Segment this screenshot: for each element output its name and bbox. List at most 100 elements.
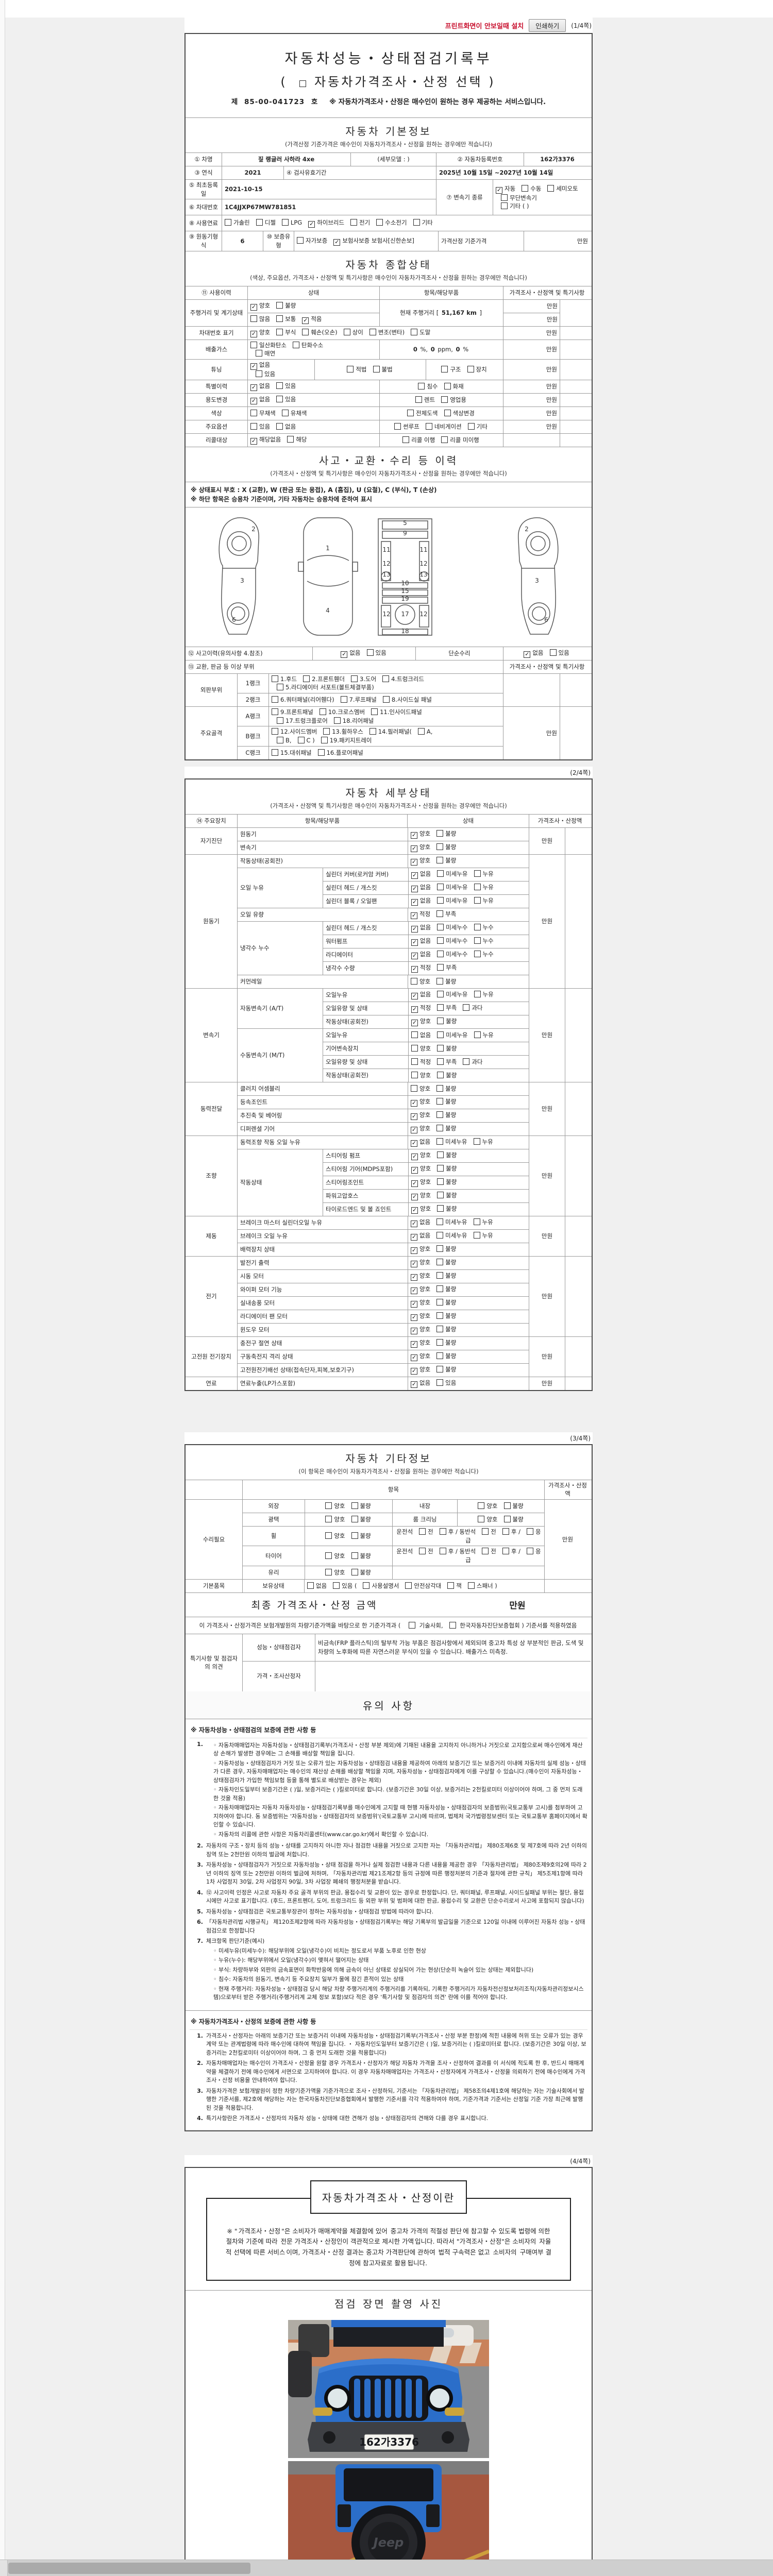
checkbox[interactable] bbox=[325, 1568, 332, 1575]
checkbox-checked[interactable]: ✓ bbox=[411, 1140, 417, 1147]
checkbox[interactable] bbox=[474, 870, 481, 877]
checkbox[interactable] bbox=[436, 830, 444, 837]
checkbox-checked[interactable]: ✓ bbox=[411, 1233, 417, 1241]
horizontal-scrollbar[interactable] bbox=[0, 2560, 773, 2576]
checkbox[interactable] bbox=[325, 1532, 332, 1539]
checkbox[interactable] bbox=[474, 897, 481, 904]
checkbox[interactable] bbox=[441, 366, 448, 373]
checkbox-checked[interactable]: ✓ bbox=[411, 1006, 418, 1013]
checkbox[interactable] bbox=[276, 396, 283, 403]
checkbox[interactable] bbox=[436, 1339, 444, 1346]
checkbox[interactable] bbox=[436, 1272, 444, 1279]
checkbox[interactable] bbox=[474, 1031, 481, 1038]
checkbox[interactable] bbox=[350, 219, 358, 226]
checkbox[interactable] bbox=[437, 1058, 444, 1065]
checkbox[interactable] bbox=[250, 409, 257, 416]
checkbox-checked[interactable]: ✓ bbox=[411, 1341, 417, 1348]
checkbox[interactable] bbox=[319, 708, 326, 716]
checkbox-checked[interactable]: ✓ bbox=[411, 1180, 418, 1188]
checkbox[interactable] bbox=[351, 1516, 358, 1523]
checkbox[interactable] bbox=[473, 1138, 480, 1145]
checkbox[interactable] bbox=[441, 396, 448, 403]
checkbox[interactable] bbox=[441, 436, 448, 443]
checkbox[interactable] bbox=[292, 341, 299, 348]
checkbox-checked[interactable]: ✓ bbox=[411, 1019, 418, 1027]
checkbox[interactable] bbox=[437, 991, 444, 998]
checkbox[interactable] bbox=[437, 1192, 444, 1199]
checkbox-checked[interactable]: ✓ bbox=[411, 1207, 418, 1214]
checkbox[interactable] bbox=[467, 366, 474, 373]
checkbox[interactable] bbox=[436, 1098, 444, 1105]
checkbox[interactable] bbox=[276, 302, 283, 309]
checkbox[interactable] bbox=[474, 951, 481, 958]
checkbox-checked[interactable]: ✓ bbox=[496, 186, 502, 194]
checkbox[interactable] bbox=[340, 696, 347, 703]
checkbox-checked[interactable]: ✓ bbox=[250, 437, 257, 445]
checkbox[interactable] bbox=[373, 366, 380, 373]
checkbox[interactable] bbox=[303, 675, 310, 682]
checkbox[interactable] bbox=[467, 422, 475, 430]
checkbox[interactable] bbox=[297, 737, 305, 744]
checkbox[interactable] bbox=[502, 1548, 509, 1555]
checkbox[interactable] bbox=[526, 1528, 533, 1535]
checkbox[interactable] bbox=[256, 370, 262, 378]
checkbox-checked[interactable]: ✓ bbox=[411, 885, 418, 893]
checkbox[interactable] bbox=[366, 649, 374, 656]
checkbox-checked[interactable]: ✓ bbox=[411, 1327, 417, 1335]
checkbox-checked[interactable]: ✓ bbox=[411, 1153, 418, 1161]
checkbox-checked[interactable]: ✓ bbox=[411, 912, 417, 920]
checkbox[interactable] bbox=[287, 436, 294, 443]
checkbox[interactable] bbox=[437, 951, 444, 958]
checkbox[interactable] bbox=[277, 717, 283, 724]
scrollbar-thumb[interactable] bbox=[8, 2563, 250, 2574]
checkbox[interactable] bbox=[437, 1018, 444, 1025]
checkbox[interactable] bbox=[436, 1352, 444, 1360]
checkbox[interactable] bbox=[333, 717, 341, 724]
checkbox-checked[interactable]: ✓ bbox=[411, 1220, 417, 1228]
checkbox[interactable] bbox=[503, 1516, 511, 1523]
checkbox[interactable] bbox=[437, 1165, 444, 1172]
checkbox[interactable] bbox=[437, 964, 444, 971]
checkbox[interactable] bbox=[439, 1528, 446, 1535]
checkbox[interactable] bbox=[419, 1528, 426, 1535]
checkbox-checked[interactable]: ✓ bbox=[411, 1354, 417, 1362]
checkbox[interactable] bbox=[473, 1218, 480, 1226]
checkbox[interactable] bbox=[256, 350, 262, 357]
checkbox-checked[interactable]: ✓ bbox=[411, 1126, 417, 1134]
checkbox[interactable] bbox=[272, 675, 278, 682]
checkbox[interactable] bbox=[436, 1285, 444, 1293]
checkbox[interactable] bbox=[437, 897, 444, 904]
checkbox-checked[interactable]: ✓ bbox=[250, 330, 257, 338]
checkbox[interactable] bbox=[522, 184, 529, 192]
checkbox[interactable] bbox=[411, 1031, 418, 1038]
checkbox[interactable] bbox=[437, 1151, 444, 1159]
checkbox[interactable] bbox=[369, 728, 376, 735]
checkbox[interactable] bbox=[482, 1548, 489, 1555]
checkbox[interactable] bbox=[281, 409, 289, 416]
checkbox[interactable] bbox=[321, 737, 328, 744]
print-button[interactable]: 인쇄하기 bbox=[529, 19, 566, 32]
checkbox-checked[interactable]: ✓ bbox=[411, 1260, 417, 1268]
checkbox[interactable] bbox=[256, 219, 263, 226]
checkbox[interactable] bbox=[436, 1232, 444, 1239]
checkbox[interactable] bbox=[439, 1548, 446, 1555]
checkbox[interactable] bbox=[437, 884, 444, 891]
checkbox[interactable] bbox=[436, 1299, 444, 1306]
checkbox[interactable] bbox=[272, 696, 278, 703]
checkbox[interactable] bbox=[351, 675, 358, 682]
checkbox[interactable] bbox=[411, 1044, 418, 1052]
checkbox[interactable] bbox=[276, 329, 283, 336]
checkbox[interactable] bbox=[407, 409, 414, 416]
checkbox[interactable] bbox=[436, 910, 444, 918]
checkbox-checked[interactable]: ✓ bbox=[411, 832, 417, 839]
checkbox[interactable] bbox=[402, 436, 410, 443]
checkbox[interactable] bbox=[437, 1205, 444, 1212]
checkbox[interactable] bbox=[549, 649, 557, 656]
checkbox[interactable] bbox=[325, 1502, 332, 1510]
checkbox[interactable] bbox=[436, 857, 444, 864]
checkbox-checked[interactable]: ✓ bbox=[411, 992, 418, 1000]
checkbox[interactable] bbox=[382, 675, 390, 682]
checkbox[interactable] bbox=[436, 977, 444, 985]
checkbox[interactable] bbox=[250, 422, 257, 430]
checkbox[interactable] bbox=[351, 1502, 358, 1510]
